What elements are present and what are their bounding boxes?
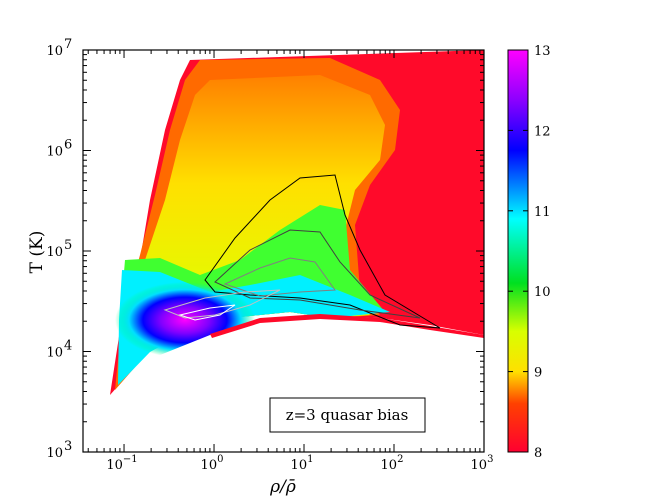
x-axis-label: ρ/ρ̄	[269, 477, 296, 497]
colorbar-tick-label: 13	[534, 44, 551, 59]
x-tick-label: 10−1	[106, 454, 137, 473]
colorbar-ticks: 8 9 10 11 12 13	[508, 44, 551, 461]
colorbar-tick-label: 9	[534, 366, 542, 381]
x-tick-exponent: 3	[487, 454, 493, 465]
x-tick-label: 102	[381, 454, 404, 473]
y-tick-label: 10	[46, 346, 63, 361]
y-tick-label: 10	[46, 245, 63, 260]
y-tick-exponent: 4	[64, 339, 72, 354]
y-tick-exponent: 5	[64, 238, 72, 253]
heatmap-lower-red-edge	[210, 314, 484, 338]
x-tick-exponent: 2	[397, 454, 403, 465]
y-tick-label: 10	[46, 446, 63, 461]
y-tick-exponent: 7	[64, 37, 72, 52]
x-tick-exponent: 1	[307, 454, 313, 465]
contour-peak	[178, 304, 236, 321]
y-tick-label: 10	[46, 145, 63, 160]
y-tick-exponent: 6	[64, 138, 72, 153]
x-tick-exponent: 0	[217, 454, 223, 465]
colorbar-tick-label: 11	[534, 205, 551, 220]
colorbar-tick-label: 8	[534, 446, 542, 461]
y-axis-label: T (K)	[27, 231, 47, 274]
contour-mid	[214, 229, 421, 319]
annotation-text: z=3 quasar bias	[286, 406, 409, 424]
colorbar: 8 9 10 11 12 13	[507, 44, 551, 461]
contour-outer	[204, 174, 441, 329]
y-tick-exponent: 3	[64, 439, 72, 454]
contour-inner	[223, 257, 336, 297]
x-tick-exponent: −1	[123, 454, 138, 465]
colorbar-tick-label: 10	[534, 285, 551, 300]
x-tick-label: 103	[471, 454, 494, 473]
x-tick-label: 100	[201, 454, 224, 473]
heatmap-distribution	[83, 50, 484, 452]
annotation-box: z=3 quasar bias	[269, 397, 426, 433]
colorbar-tick-label: 12	[534, 124, 551, 139]
colorbar-gradient	[507, 49, 529, 453]
y-tick-label: 10	[46, 44, 63, 59]
contour-core	[163, 289, 281, 319]
x-tick-label: 101	[291, 454, 314, 473]
